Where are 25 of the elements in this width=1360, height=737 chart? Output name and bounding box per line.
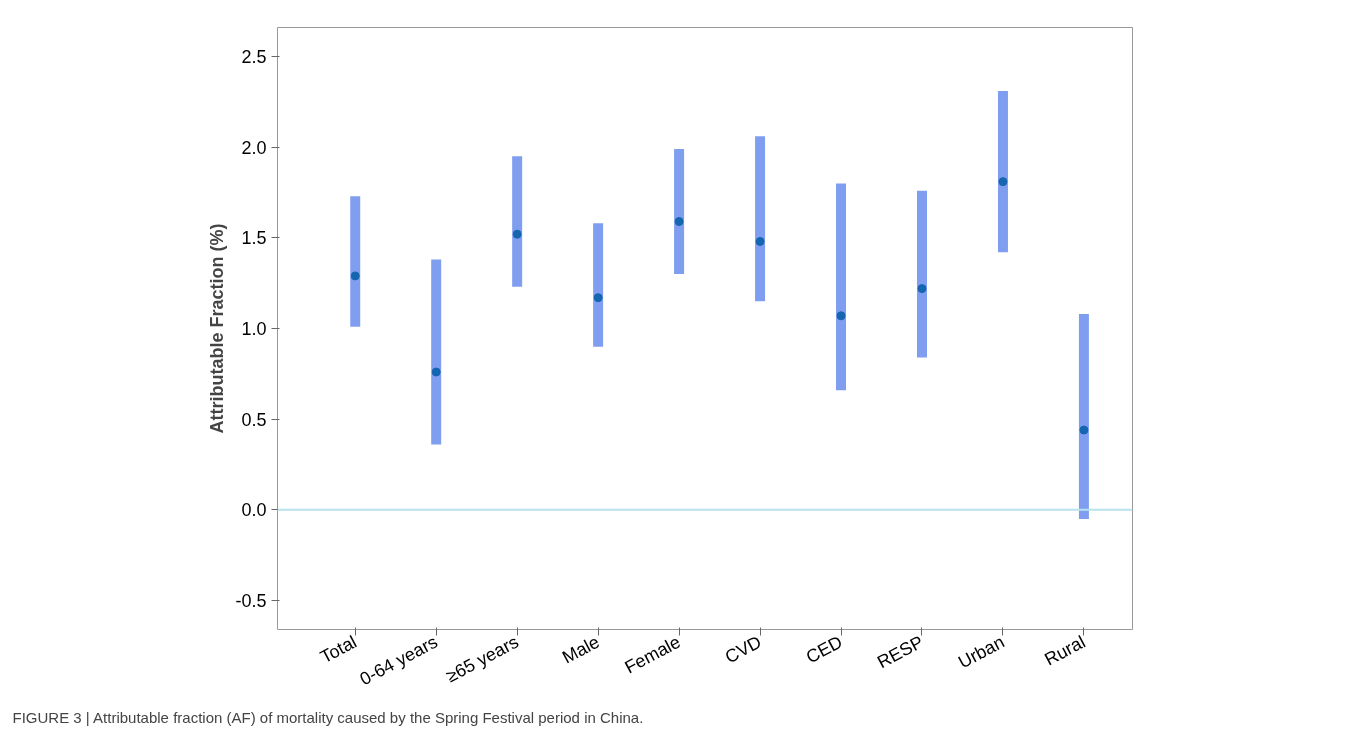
x-tick-label: Total: [316, 631, 360, 668]
y-axis-title: Attributable Fraction (%): [207, 223, 228, 434]
point: [512, 229, 522, 239]
point: [998, 177, 1008, 187]
point: [917, 284, 927, 294]
y-tick-label: 0.0: [241, 500, 267, 521]
y-tick-label: -0.5: [235, 590, 267, 611]
point: [674, 217, 684, 227]
y-tick-label: 0.5: [241, 409, 267, 430]
caption: FIGURE 3 | Attributable fraction (AF) of mortality caused by the Spring Festival period in China.: [12, 708, 644, 726]
point: [350, 271, 360, 281]
y-tick-label: 2.0: [241, 137, 267, 158]
y-tick-label: 2.5: [241, 47, 267, 68]
x-tick-label: CED: [802, 631, 846, 668]
point: [1079, 425, 1089, 435]
y-tick-label: 1.5: [241, 228, 267, 249]
point: [755, 236, 765, 246]
x-tick-label: Urban: [954, 631, 1008, 673]
x-tick-label: Rural: [1041, 631, 1089, 670]
point: [431, 367, 441, 377]
x-tick-label: Male: [558, 631, 603, 668]
y-tick-label: 1.0: [241, 319, 267, 339]
point: [593, 293, 603, 303]
x-tick-label: CVD: [721, 631, 765, 668]
point: [836, 311, 846, 321]
